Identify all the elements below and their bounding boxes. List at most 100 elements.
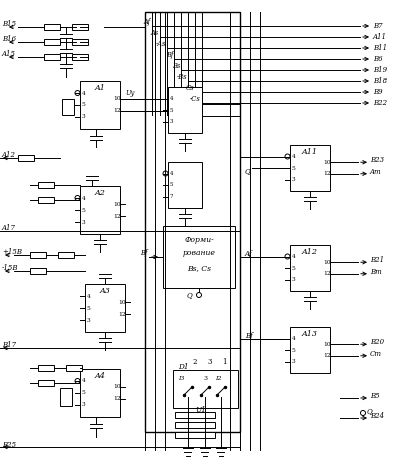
- Text: -Bs: -Bs: [176, 73, 186, 81]
- Text: Q: Q: [186, 291, 192, 299]
- Text: Uy: Uy: [125, 89, 134, 97]
- Text: A4: A4: [94, 372, 105, 380]
- Text: B21: B21: [369, 256, 383, 264]
- Text: -As: -As: [155, 40, 166, 48]
- Text: 10: 10: [113, 201, 120, 206]
- Text: B16: B16: [2, 35, 16, 43]
- Text: 5: 5: [169, 183, 172, 187]
- Text: Bf: Bf: [244, 333, 252, 340]
- Bar: [44, 54, 60, 60]
- Bar: [289, 145, 329, 191]
- Bar: [174, 412, 215, 418]
- Text: Bf: Bf: [165, 51, 172, 59]
- Bar: [174, 432, 215, 438]
- Text: рование: рование: [182, 249, 215, 257]
- Text: 4: 4: [169, 171, 172, 176]
- Text: -15B: -15B: [2, 264, 18, 272]
- Text: A12: A12: [301, 248, 317, 256]
- Text: Q: Q: [244, 167, 250, 175]
- Text: Cm: Cm: [369, 350, 381, 358]
- Text: 5: 5: [169, 107, 172, 113]
- Text: Форми-: Форми-: [184, 236, 213, 244]
- Text: A3: A3: [99, 287, 110, 295]
- Bar: [289, 327, 329, 373]
- Text: U1: U1: [194, 406, 205, 414]
- Text: 5: 5: [81, 102, 85, 107]
- Text: Am: Am: [369, 168, 381, 176]
- Text: 10: 10: [113, 384, 120, 389]
- Bar: [62, 99, 74, 115]
- Bar: [38, 182, 54, 188]
- Text: 4: 4: [81, 196, 85, 200]
- Text: 12: 12: [322, 353, 330, 358]
- Text: B20: B20: [369, 338, 383, 346]
- Text: 4: 4: [169, 96, 172, 101]
- Text: 12: 12: [118, 311, 125, 317]
- Text: A2: A2: [94, 189, 105, 197]
- Text: I2: I2: [215, 375, 221, 381]
- Text: 3: 3: [86, 318, 90, 323]
- Text: 4: 4: [291, 254, 294, 259]
- Bar: [172, 370, 237, 408]
- Text: B5: B5: [369, 392, 379, 400]
- Bar: [60, 388, 72, 406]
- Text: B6: B6: [372, 55, 382, 63]
- Text: I3: I3: [178, 375, 184, 381]
- Bar: [162, 226, 235, 288]
- Text: Af: Af: [144, 18, 151, 26]
- Text: 3: 3: [291, 177, 294, 182]
- Text: 5: 5: [291, 347, 295, 353]
- Text: B19: B19: [372, 66, 386, 74]
- Text: A12: A12: [2, 151, 16, 159]
- Text: A1: A1: [94, 84, 105, 92]
- Bar: [38, 365, 54, 371]
- Text: Q: Q: [366, 407, 372, 415]
- Bar: [38, 380, 54, 386]
- Text: 12: 12: [322, 271, 330, 276]
- Bar: [30, 268, 46, 274]
- Text: 3: 3: [291, 277, 294, 282]
- Text: B18: B18: [372, 77, 386, 85]
- Text: 5: 5: [81, 207, 85, 212]
- Text: 12: 12: [322, 171, 330, 176]
- Text: 5: 5: [81, 390, 85, 396]
- Text: 5: 5: [291, 266, 295, 270]
- Bar: [80, 81, 120, 129]
- Bar: [289, 245, 329, 291]
- Text: Af: Af: [244, 250, 252, 259]
- Text: A11: A11: [372, 33, 386, 41]
- Text: Cs: Cs: [185, 84, 194, 92]
- Bar: [44, 24, 60, 30]
- Bar: [30, 252, 46, 258]
- Text: 3: 3: [291, 359, 294, 364]
- Text: B22: B22: [372, 99, 386, 107]
- Text: Bs: Bs: [171, 62, 180, 70]
- Text: 12: 12: [113, 108, 120, 113]
- Text: As: As: [150, 29, 159, 37]
- Text: 4: 4: [291, 154, 294, 159]
- Text: A15: A15: [2, 50, 16, 58]
- Text: 3: 3: [169, 119, 172, 124]
- Text: +15B: +15B: [2, 248, 22, 256]
- Bar: [174, 422, 215, 428]
- Bar: [80, 186, 120, 234]
- Text: A11: A11: [301, 148, 317, 156]
- Text: B15: B15: [2, 20, 16, 28]
- Text: 3: 3: [81, 114, 85, 120]
- Text: 3: 3: [81, 219, 85, 225]
- Bar: [66, 365, 82, 371]
- Bar: [18, 155, 34, 161]
- Text: 5: 5: [86, 305, 90, 311]
- Text: B7: B7: [372, 22, 382, 30]
- Text: B23: B23: [369, 156, 383, 164]
- Text: 12: 12: [113, 396, 120, 402]
- Bar: [72, 24, 88, 30]
- Bar: [72, 54, 88, 60]
- Text: 4: 4: [81, 378, 85, 383]
- Text: 4: 4: [81, 91, 85, 95]
- Text: B9: B9: [372, 88, 382, 96]
- Bar: [80, 369, 120, 417]
- Text: Bm: Bm: [369, 268, 381, 276]
- Text: A13: A13: [301, 330, 317, 338]
- Text: D1: D1: [178, 363, 188, 371]
